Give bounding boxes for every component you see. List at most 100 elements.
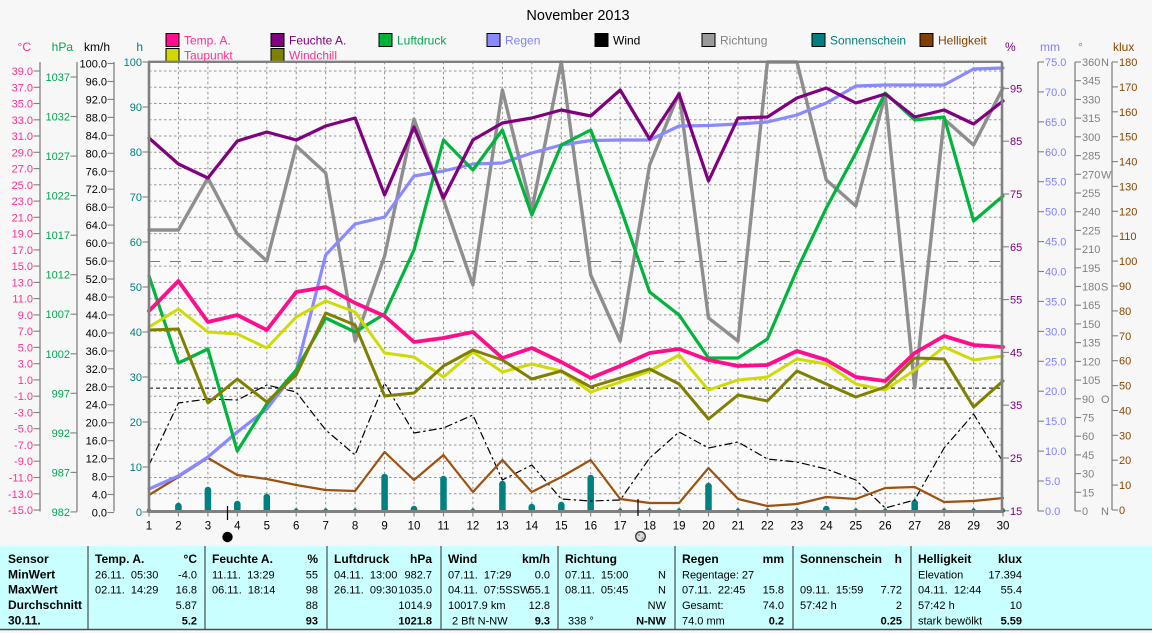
svg-text:1007: 1007 bbox=[46, 309, 70, 321]
svg-text:23.0: 23.0 bbox=[12, 196, 33, 208]
svg-text:1035.0: 1035.0 bbox=[398, 585, 432, 597]
svg-text:27.0: 27.0 bbox=[12, 164, 33, 176]
svg-text:Luftdruck: Luftdruck bbox=[397, 34, 447, 48]
svg-text:07.11. 15:00: 07.11. 15:00 bbox=[565, 570, 628, 582]
svg-text:N: N bbox=[1101, 57, 1109, 69]
svg-text:Temp. A.: Temp. A. bbox=[184, 34, 231, 48]
svg-text:1002: 1002 bbox=[46, 349, 70, 361]
svg-text:60: 60 bbox=[1119, 356, 1131, 368]
svg-text:0: 0 bbox=[1082, 506, 1088, 518]
svg-text:17.394: 17.394 bbox=[988, 570, 1022, 582]
svg-text:68.0: 68.0 bbox=[86, 202, 107, 214]
svg-text:11.0: 11.0 bbox=[12, 294, 33, 306]
svg-text:15.8: 15.8 bbox=[763, 585, 784, 597]
svg-text:10017.9 km: 10017.9 km bbox=[448, 600, 505, 612]
svg-text:28.0: 28.0 bbox=[86, 382, 107, 394]
svg-text:997: 997 bbox=[52, 388, 70, 400]
svg-text:40.0: 40.0 bbox=[86, 328, 107, 340]
svg-text:-9.0: -9.0 bbox=[14, 456, 33, 468]
svg-text:07.11. 22:45: 07.11. 22:45 bbox=[682, 585, 745, 597]
svg-text:18: 18 bbox=[643, 521, 656, 533]
svg-text:57:42 h: 57:42 h bbox=[800, 600, 837, 612]
svg-text:2: 2 bbox=[175, 521, 181, 533]
svg-text:17.0: 17.0 bbox=[12, 245, 33, 257]
svg-text:O: O bbox=[1101, 394, 1110, 406]
svg-text:92.0: 92.0 bbox=[86, 94, 107, 106]
svg-text:70: 70 bbox=[1119, 331, 1131, 343]
svg-text:16.8: 16.8 bbox=[176, 585, 197, 597]
svg-text:Regentage: 27: Regentage: 27 bbox=[682, 570, 754, 582]
svg-text:55.4: 55.4 bbox=[1001, 585, 1022, 597]
svg-text:16: 16 bbox=[584, 521, 597, 533]
svg-text:160: 160 bbox=[1119, 107, 1137, 119]
svg-text:32.0: 32.0 bbox=[86, 364, 107, 376]
svg-text:72.0: 72.0 bbox=[86, 184, 107, 196]
svg-text:1: 1 bbox=[146, 521, 152, 533]
svg-text:06.11. 18:14: 06.11. 18:14 bbox=[212, 585, 275, 597]
svg-text:1014.9: 1014.9 bbox=[398, 600, 432, 612]
svg-text:98: 98 bbox=[306, 585, 318, 597]
svg-text:°C: °C bbox=[18, 40, 32, 54]
svg-text:25: 25 bbox=[849, 521, 862, 533]
svg-text:04.11. 12:44: 04.11. 12:44 bbox=[918, 585, 981, 597]
svg-text:Feuchte A.: Feuchte A. bbox=[289, 34, 346, 48]
svg-text:120: 120 bbox=[1082, 356, 1100, 368]
svg-text:45: 45 bbox=[1010, 347, 1022, 359]
svg-text:Sensor: Sensor bbox=[8, 552, 49, 566]
svg-text:22: 22 bbox=[761, 521, 774, 533]
svg-text:255: 255 bbox=[1082, 188, 1100, 200]
svg-text:52.0: 52.0 bbox=[86, 274, 107, 286]
svg-text:5: 5 bbox=[264, 521, 270, 533]
svg-text:210: 210 bbox=[1082, 244, 1100, 256]
svg-text:100.0: 100.0 bbox=[79, 59, 107, 71]
svg-text:90: 90 bbox=[1082, 394, 1094, 406]
svg-text:12: 12 bbox=[467, 521, 480, 533]
svg-text:70.0: 70.0 bbox=[1045, 87, 1066, 99]
svg-text:-7.0: -7.0 bbox=[14, 440, 33, 452]
svg-text:0.0: 0.0 bbox=[92, 508, 107, 520]
svg-text:50: 50 bbox=[1119, 381, 1131, 393]
svg-text:330: 330 bbox=[1082, 94, 1100, 106]
svg-text:30.0: 30.0 bbox=[1045, 326, 1066, 338]
svg-text:48.0: 48.0 bbox=[86, 292, 107, 304]
svg-text:40: 40 bbox=[130, 327, 142, 339]
svg-text:29: 29 bbox=[967, 521, 980, 533]
svg-text:1037: 1037 bbox=[46, 72, 70, 84]
svg-text:0: 0 bbox=[1119, 505, 1125, 517]
svg-text:35.0: 35.0 bbox=[12, 99, 33, 111]
svg-text:180: 180 bbox=[1119, 57, 1137, 69]
svg-text:2: 2 bbox=[896, 600, 902, 612]
svg-text:Helligkeit: Helligkeit bbox=[918, 552, 971, 566]
svg-text:-4.0: -4.0 bbox=[178, 570, 197, 582]
svg-text:30: 30 bbox=[130, 372, 142, 384]
svg-text:16.0: 16.0 bbox=[86, 436, 107, 448]
svg-text:stark bewölkt: stark bewölkt bbox=[918, 616, 982, 628]
svg-text:1022: 1022 bbox=[46, 191, 70, 203]
svg-text:84.0: 84.0 bbox=[86, 130, 107, 142]
svg-text:NW: NW bbox=[648, 600, 667, 612]
svg-text:%: % bbox=[307, 552, 318, 566]
svg-text:-15.0: -15.0 bbox=[8, 505, 33, 517]
svg-text:Wind: Wind bbox=[613, 34, 640, 48]
svg-text:5.59: 5.59 bbox=[1001, 616, 1022, 628]
svg-text:15: 15 bbox=[1082, 487, 1094, 499]
svg-text:0.0: 0.0 bbox=[1045, 506, 1060, 518]
svg-text:N: N bbox=[658, 570, 666, 582]
svg-text:44.0: 44.0 bbox=[86, 310, 107, 322]
svg-text:55: 55 bbox=[1010, 295, 1022, 307]
svg-text:37.0: 37.0 bbox=[12, 82, 33, 94]
svg-text:100: 100 bbox=[1119, 256, 1137, 268]
svg-text:50.0: 50.0 bbox=[1045, 207, 1066, 219]
svg-text:09.11. 15:59: 09.11. 15:59 bbox=[800, 585, 863, 597]
svg-text:4.0: 4.0 bbox=[92, 490, 107, 502]
svg-text:12.0: 12.0 bbox=[86, 454, 107, 466]
svg-text:10: 10 bbox=[408, 521, 421, 533]
svg-text:Luftdruck: Luftdruck bbox=[334, 552, 390, 566]
svg-text:36.0: 36.0 bbox=[86, 346, 107, 358]
svg-text:November 2013: November 2013 bbox=[526, 8, 629, 24]
svg-text:5.0: 5.0 bbox=[1045, 476, 1060, 488]
svg-text:0.0: 0.0 bbox=[535, 570, 550, 582]
svg-text:24.0: 24.0 bbox=[86, 400, 107, 412]
svg-text:klux: klux bbox=[1113, 40, 1134, 54]
svg-text:12.8: 12.8 bbox=[529, 600, 550, 612]
